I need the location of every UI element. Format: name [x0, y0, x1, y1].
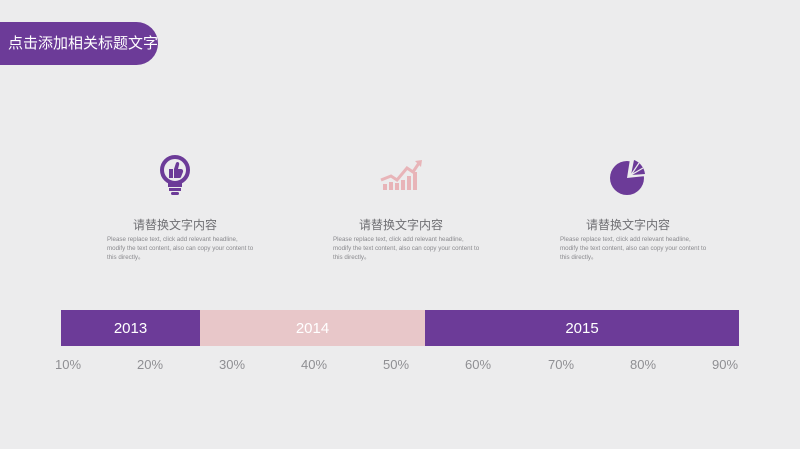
tick-label: 50%: [382, 357, 410, 372]
timeline-segment-2014: 2014: [200, 310, 425, 346]
tick-label: 90%: [711, 357, 739, 372]
tick-label: 80%: [629, 357, 657, 372]
tick-label: 10%: [54, 357, 82, 372]
segment-label: 2015: [565, 319, 599, 337]
tick-label: 30%: [218, 357, 246, 372]
timeline-segment-2015: 2015: [425, 310, 739, 346]
slide-title: 点击添加相关标题文字: [0, 22, 158, 65]
segment-label: 2014: [295, 319, 330, 337]
card-body-text: Please replace text, click add relevant …: [107, 236, 254, 262]
card-body-text: Please replace text, click add relevant …: [333, 236, 480, 262]
tick-label: 60%: [464, 357, 492, 372]
tick-label: 70%: [547, 357, 575, 372]
lightbulb-thumbs-up-icon: [152, 155, 198, 197]
tick-label: 40%: [300, 357, 328, 372]
segment-label: 2013: [113, 319, 148, 337]
rising-chart-icon: [378, 155, 424, 197]
tick-label: 20%: [136, 357, 164, 372]
card-heading: 请替换文字内容: [358, 218, 443, 232]
pie-chart-icon: [605, 155, 651, 197]
timeline-segment-2013: 2013: [61, 310, 200, 346]
card-heading: 请替换文字内容: [585, 218, 670, 232]
card-body-text: Please replace text, click add relevant …: [560, 236, 707, 262]
card-heading: 请替换文字内容: [132, 218, 217, 232]
